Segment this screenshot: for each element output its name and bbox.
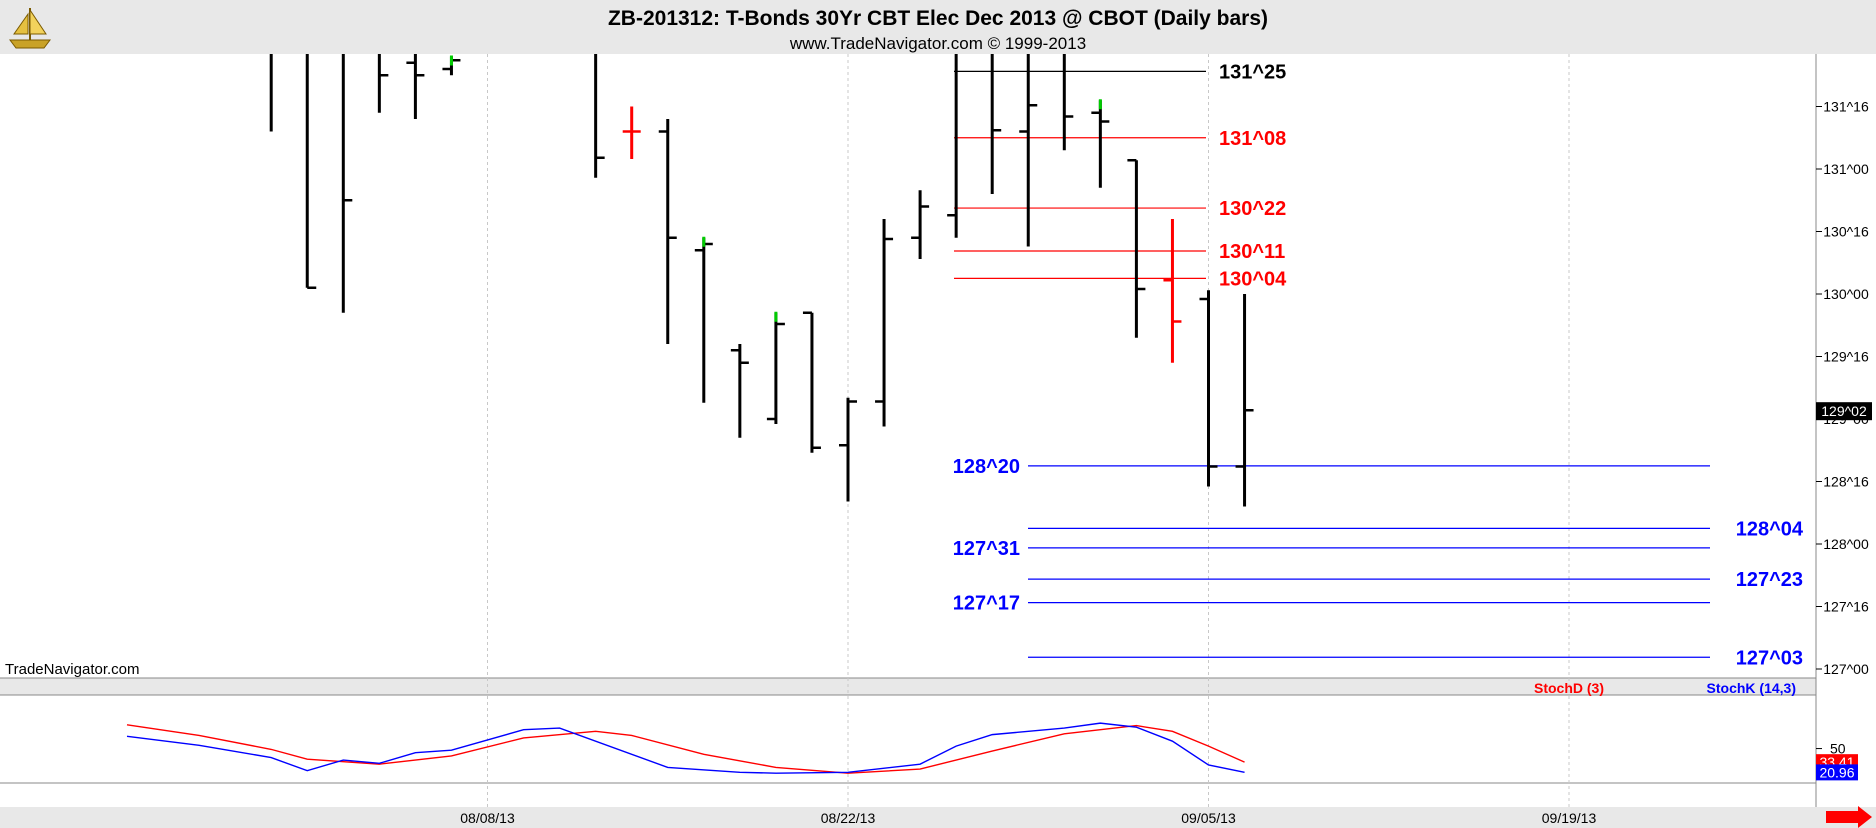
- axis-layer: 08/08/13 08/22/13 09/05/13 09/19/13 131^16 13…: [460, 99, 1872, 826]
- last-price-label: 129^02: [1821, 403, 1867, 419]
- bars-layer: [269, 54, 1254, 507]
- sailing-ship-icon: [9, 8, 51, 49]
- price-tick-label: 127^00: [1823, 661, 1869, 677]
- indicator-pane: [0, 695, 1816, 807]
- support-level-label: 127^03: [1736, 647, 1803, 669]
- date-tick-label: 09/19/13: [1542, 810, 1597, 826]
- price-axis-panel: [1816, 54, 1876, 807]
- resistance-level-label: 130^11: [1219, 241, 1285, 263]
- price-tick-label: 128^00: [1823, 536, 1869, 552]
- stoch-tick-label: 50: [1830, 741, 1846, 757]
- stoch-value-label: 20.96: [1819, 764, 1854, 780]
- price-tick-label: 131^00: [1823, 161, 1869, 177]
- price-tick-label: 130^00: [1823, 286, 1869, 302]
- support-level-label: 128^04: [1736, 518, 1804, 540]
- date-tick-label: 08/22/13: [821, 810, 876, 826]
- stoch-line-d: [126, 724, 1245, 774]
- legend-stoch-d: StochD (3): [1534, 680, 1604, 696]
- chart-subtitle: www.TradeNavigator.com © 1999-2013: [789, 34, 1086, 53]
- stoch-value-box: [1816, 764, 1858, 781]
- price-tick-label: 131^16: [1823, 99, 1869, 115]
- resistance-level-label: 130^22: [1219, 198, 1286, 220]
- price-tick-label: 127^16: [1823, 599, 1869, 615]
- price-tick-label: 128^16: [1823, 474, 1869, 490]
- resistance-level-label: 130^04: [1219, 268, 1287, 290]
- levels-layer: 131^25 131^08 130^22 130^11 130^04 128^20 127^…: [953, 61, 1804, 669]
- watermark-text: TradeNavigator.com: [5, 661, 140, 678]
- date-tick-label: 09/05/13: [1181, 810, 1236, 826]
- date-axis-strip: [0, 807, 1876, 828]
- resistance-level-label: 131^25: [1219, 61, 1286, 83]
- date-tick-label: 08/08/13: [460, 810, 515, 826]
- last-price-box: [1816, 402, 1872, 421]
- support-level-label: 127^17: [953, 593, 1020, 615]
- scroll-right-arrow[interactable]: [1826, 806, 1872, 828]
- price-tick-label: 129^16: [1823, 349, 1869, 365]
- price-pane: [0, 54, 1816, 678]
- support-level-label: 127^31: [953, 538, 1020, 560]
- resistance-level-label: 131^08: [1219, 128, 1286, 150]
- ohlc-bars: [269, 54, 1254, 507]
- chart-title: ZB-201312: T-Bonds 30Yr CBT Elec Dec 201…: [608, 7, 1268, 30]
- support-level-label: 127^23: [1736, 569, 1803, 591]
- legend-stoch-k: StochK (14,3): [1707, 680, 1796, 696]
- support-level-label: 128^20: [953, 456, 1020, 478]
- price-tick-label: 130^16: [1823, 224, 1869, 240]
- stoch-line-k: [126, 722, 1245, 774]
